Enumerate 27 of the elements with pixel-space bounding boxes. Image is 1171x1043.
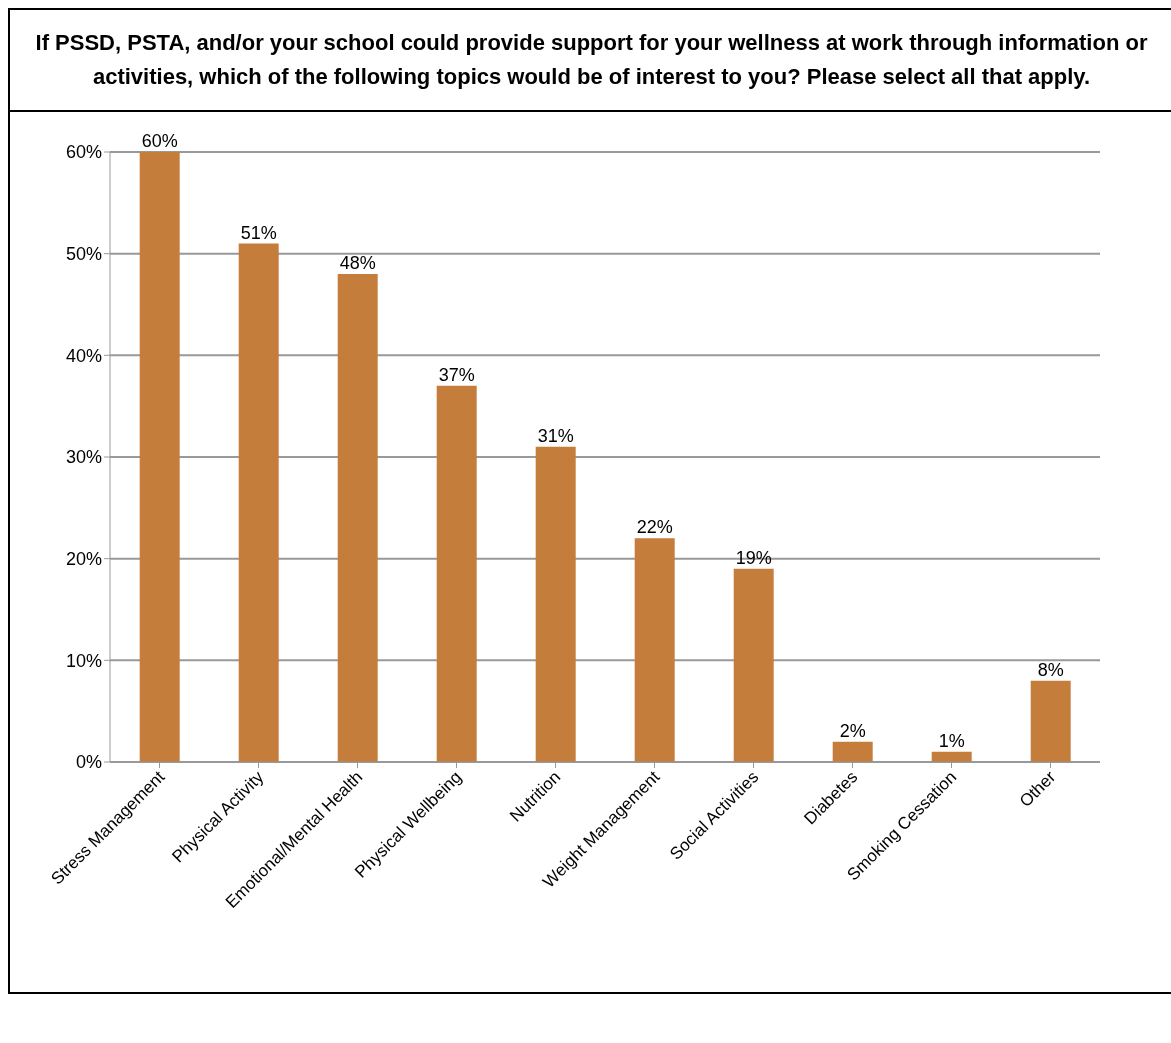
bar [832,741,873,762]
y-tick-label: 40% [65,345,102,366]
data-label: 19% [735,547,772,568]
chart-title: If PSSD, PSTA, and/or your school could provide support for your wellness at work through information or activities, which of the following topics would be of interest to you? Please select all that apply. [10,10,1171,112]
bar [436,385,477,762]
data-label: 60% [141,131,178,151]
bar [535,446,576,762]
y-tick-label: 10% [65,650,102,671]
y-tick-label: 30% [65,447,102,468]
y-tick-label: 50% [65,244,102,265]
y-tick-label: 20% [65,549,102,570]
data-label: 37% [438,364,475,385]
data-label: 2% [839,720,866,741]
y-tick-label: 0% [75,752,102,773]
data-label: 51% [240,222,277,243]
y-tick-label: 60% [65,142,102,163]
bar [1030,680,1071,762]
data-label: 31% [537,425,574,446]
bar [139,152,180,762]
bar [733,568,774,762]
data-label: 48% [339,253,376,273]
bar [337,274,378,762]
data-label: 22% [636,517,673,538]
bar [238,243,279,762]
data-label: 1% [938,730,965,751]
data-label: 8% [1037,659,1064,680]
bar [634,538,675,762]
